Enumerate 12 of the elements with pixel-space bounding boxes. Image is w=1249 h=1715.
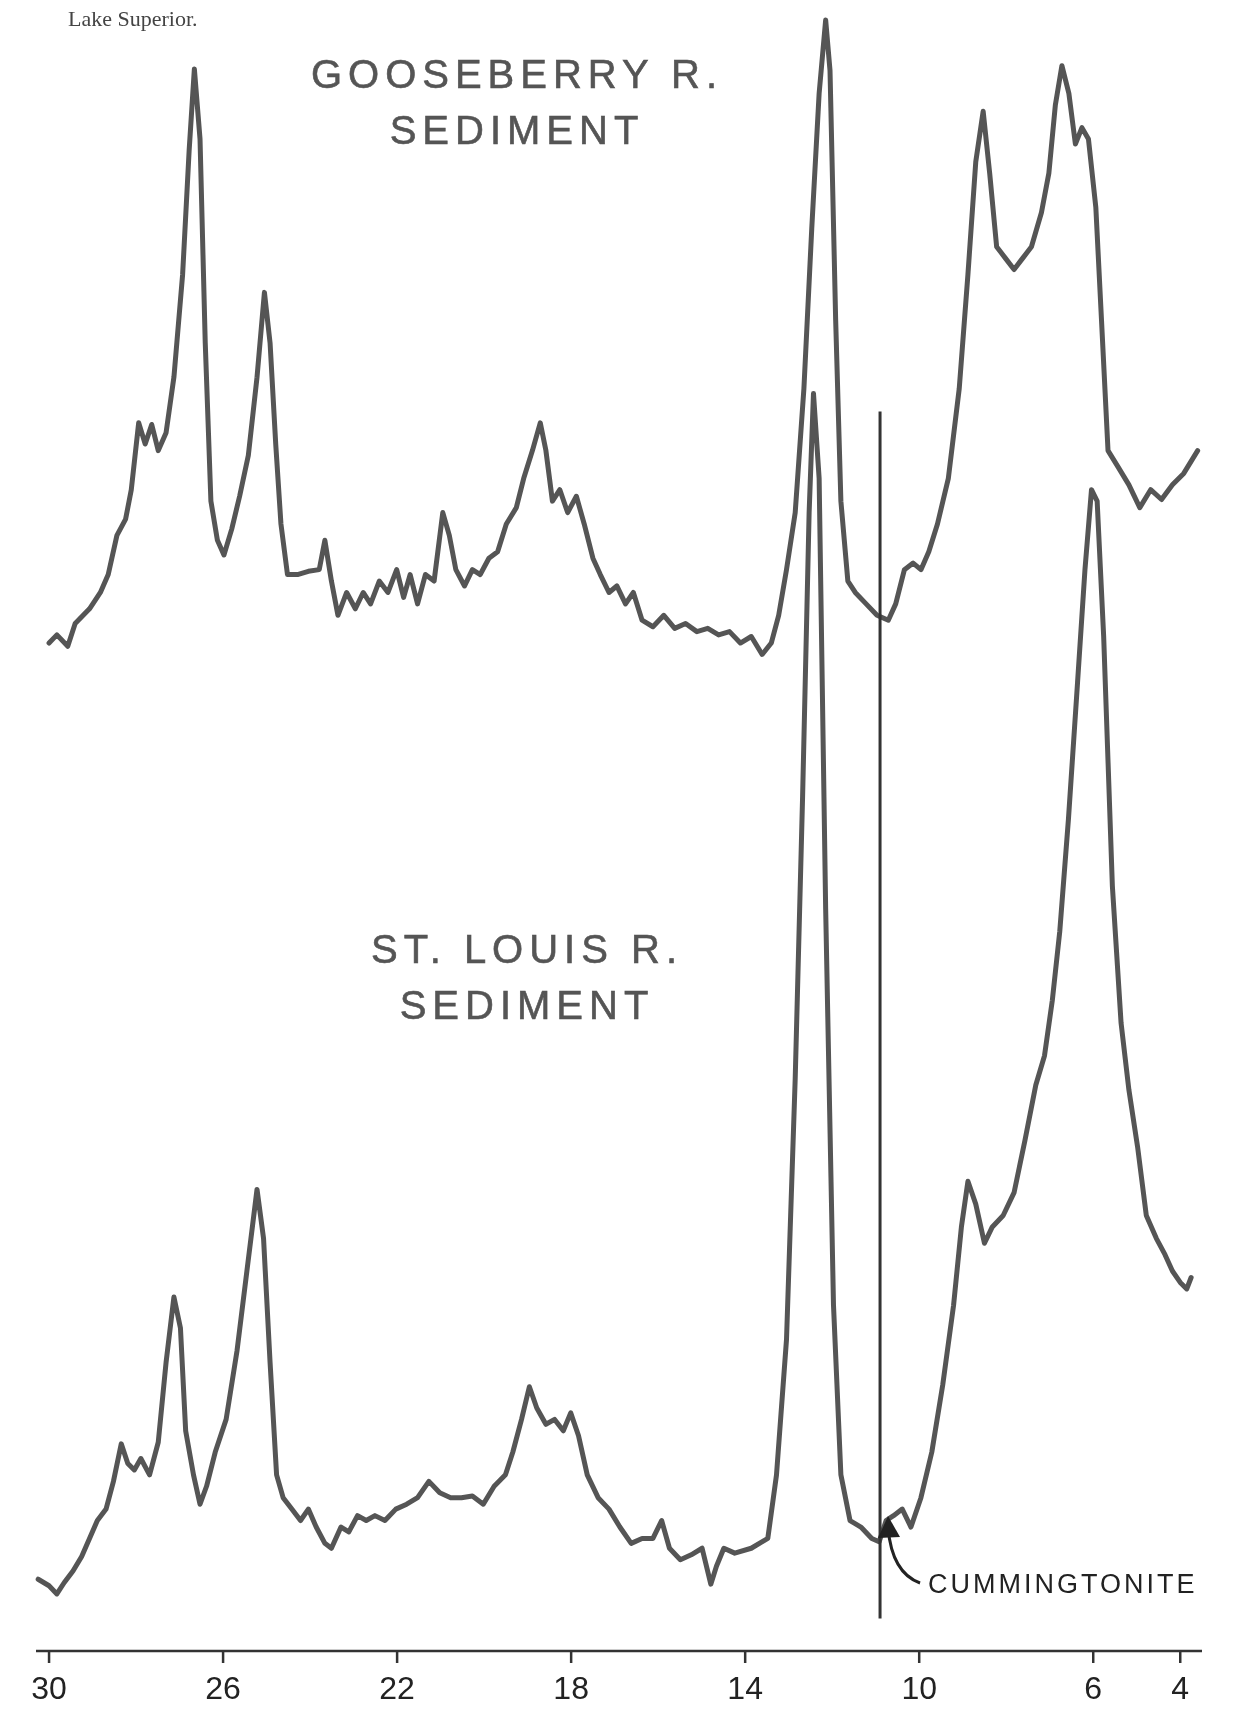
x-tick-label: 30 xyxy=(31,1670,67,1706)
x-tick-label: 26 xyxy=(205,1670,241,1706)
x-tick-label: 18 xyxy=(553,1670,589,1706)
x-tick-label: 14 xyxy=(727,1670,763,1706)
ref-line-label: CUMMINGTONITE xyxy=(928,1569,1198,1599)
text: GOOSEBERRY R. SEDIMENT xyxy=(310,52,724,152)
annotation: Lake Superior. xyxy=(68,6,198,31)
x-tick-label: 22 xyxy=(379,1670,415,1706)
x-tick-label: 6 xyxy=(1084,1670,1103,1706)
x-tick-label: 4 xyxy=(1171,1670,1190,1706)
x-tick-label: 10 xyxy=(901,1670,937,1706)
text: ST. LOUIS R. SEDIMENT xyxy=(370,927,684,1027)
